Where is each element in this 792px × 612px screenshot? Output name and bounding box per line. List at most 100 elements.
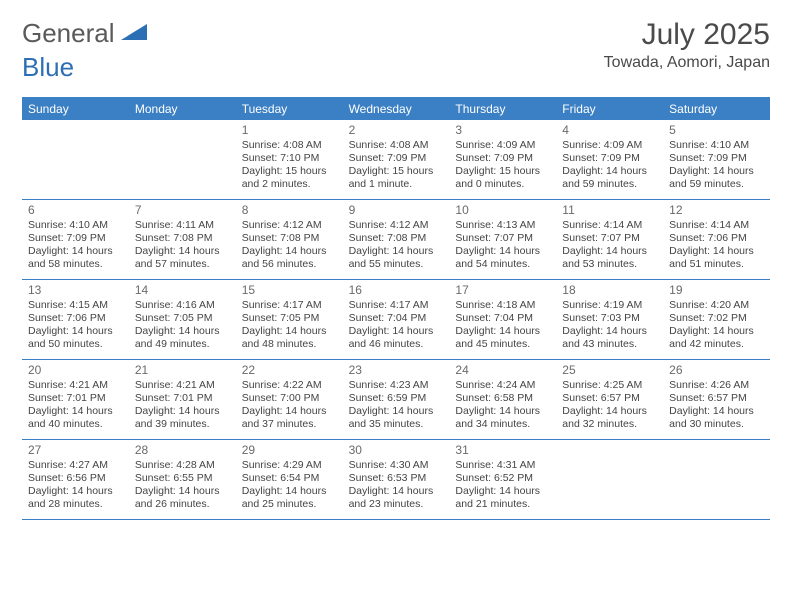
day-cell: 2Sunrise: 4:08 AMSunset: 7:09 PMDaylight… xyxy=(343,120,450,200)
daylight-text: Daylight: 14 hours and 21 minutes. xyxy=(455,485,550,511)
daylight-text: Daylight: 14 hours and 25 minutes. xyxy=(242,485,337,511)
day-number: 31 xyxy=(455,443,550,458)
sunrise-text: Sunrise: 4:25 AM xyxy=(562,379,657,392)
daylight-text: Daylight: 14 hours and 46 minutes. xyxy=(349,325,444,351)
day-number: 10 xyxy=(455,203,550,218)
day-cell: 19Sunrise: 4:20 AMSunset: 7:02 PMDayligh… xyxy=(663,280,770,360)
sunset-text: Sunset: 7:09 PM xyxy=(455,152,550,165)
sunrise-text: Sunrise: 4:31 AM xyxy=(455,459,550,472)
sunset-text: Sunset: 7:08 PM xyxy=(135,232,230,245)
sunrise-text: Sunrise: 4:24 AM xyxy=(455,379,550,392)
sunrise-text: Sunrise: 4:08 AM xyxy=(242,139,337,152)
sunrise-text: Sunrise: 4:13 AM xyxy=(455,219,550,232)
sunrise-text: Sunrise: 4:09 AM xyxy=(562,139,657,152)
day-number: 1 xyxy=(242,123,337,138)
day-number: 19 xyxy=(669,283,764,298)
daylight-text: Daylight: 14 hours and 32 minutes. xyxy=(562,405,657,431)
sunset-text: Sunset: 7:09 PM xyxy=(28,232,123,245)
day-number: 15 xyxy=(242,283,337,298)
sunset-text: Sunset: 7:03 PM xyxy=(562,312,657,325)
sunrise-text: Sunrise: 4:10 AM xyxy=(669,139,764,152)
day-cell: 31Sunrise: 4:31 AMSunset: 6:52 PMDayligh… xyxy=(449,440,556,520)
daylight-text: Daylight: 15 hours and 0 minutes. xyxy=(455,165,550,191)
daylight-text: Daylight: 14 hours and 40 minutes. xyxy=(28,405,123,431)
day-number: 25 xyxy=(562,363,657,378)
day-number: 30 xyxy=(349,443,444,458)
month-title: July 2025 xyxy=(604,18,770,52)
daylight-text: Daylight: 14 hours and 42 minutes. xyxy=(669,325,764,351)
day-number: 14 xyxy=(135,283,230,298)
day-number: 8 xyxy=(242,203,337,218)
day-cell: 15Sunrise: 4:17 AMSunset: 7:05 PMDayligh… xyxy=(236,280,343,360)
sunrise-text: Sunrise: 4:21 AM xyxy=(28,379,123,392)
sunrise-text: Sunrise: 4:17 AM xyxy=(349,299,444,312)
sunset-text: Sunset: 6:57 PM xyxy=(562,392,657,405)
daylight-text: Daylight: 14 hours and 39 minutes. xyxy=(135,405,230,431)
sunset-text: Sunset: 7:06 PM xyxy=(669,232,764,245)
day-number: 18 xyxy=(562,283,657,298)
day-number: 2 xyxy=(349,123,444,138)
sunrise-text: Sunrise: 4:12 AM xyxy=(349,219,444,232)
weekday-header: Saturday xyxy=(663,98,770,120)
day-number: 12 xyxy=(669,203,764,218)
day-cell: 16Sunrise: 4:17 AMSunset: 7:04 PMDayligh… xyxy=(343,280,450,360)
day-cell: 9Sunrise: 4:12 AMSunset: 7:08 PMDaylight… xyxy=(343,200,450,280)
day-cell: 1Sunrise: 4:08 AMSunset: 7:10 PMDaylight… xyxy=(236,120,343,200)
daylight-text: Daylight: 14 hours and 23 minutes. xyxy=(349,485,444,511)
sunset-text: Sunset: 6:52 PM xyxy=(455,472,550,485)
day-number: 3 xyxy=(455,123,550,138)
sunrise-text: Sunrise: 4:29 AM xyxy=(242,459,337,472)
daylight-text: Daylight: 14 hours and 43 minutes. xyxy=(562,325,657,351)
day-number: 16 xyxy=(349,283,444,298)
sunset-text: Sunset: 7:09 PM xyxy=(349,152,444,165)
sunset-text: Sunset: 7:01 PM xyxy=(135,392,230,405)
daylight-text: Daylight: 14 hours and 28 minutes. xyxy=(28,485,123,511)
sunset-text: Sunset: 6:59 PM xyxy=(349,392,444,405)
sunset-text: Sunset: 7:10 PM xyxy=(242,152,337,165)
day-number: 13 xyxy=(28,283,123,298)
weekday-header: Friday xyxy=(556,98,663,120)
day-number: 23 xyxy=(349,363,444,378)
sunrise-text: Sunrise: 4:26 AM xyxy=(669,379,764,392)
title-block: July 2025 Towada, Aomori, Japan xyxy=(604,18,770,72)
location: Towada, Aomori, Japan xyxy=(604,54,770,72)
sunset-text: Sunset: 7:07 PM xyxy=(562,232,657,245)
sunrise-text: Sunrise: 4:10 AM xyxy=(28,219,123,232)
sunrise-text: Sunrise: 4:14 AM xyxy=(562,219,657,232)
sunset-text: Sunset: 7:00 PM xyxy=(242,392,337,405)
weekday-header: Sunday xyxy=(22,98,129,120)
daylight-text: Daylight: 14 hours and 35 minutes. xyxy=(349,405,444,431)
daylight-text: Daylight: 14 hours and 58 minutes. xyxy=(28,245,123,271)
daylight-text: Daylight: 14 hours and 59 minutes. xyxy=(562,165,657,191)
daylight-text: Daylight: 14 hours and 54 minutes. xyxy=(455,245,550,271)
daylight-text: Daylight: 14 hours and 57 minutes. xyxy=(135,245,230,271)
day-number: 27 xyxy=(28,443,123,458)
sunrise-text: Sunrise: 4:14 AM xyxy=(669,219,764,232)
weekday-header: Monday xyxy=(129,98,236,120)
sunset-text: Sunset: 7:09 PM xyxy=(562,152,657,165)
sunrise-text: Sunrise: 4:23 AM xyxy=(349,379,444,392)
day-cell: 29Sunrise: 4:29 AMSunset: 6:54 PMDayligh… xyxy=(236,440,343,520)
sunset-text: Sunset: 6:53 PM xyxy=(349,472,444,485)
day-cell: 13Sunrise: 4:15 AMSunset: 7:06 PMDayligh… xyxy=(22,280,129,360)
day-number: 6 xyxy=(28,203,123,218)
day-cell: 18Sunrise: 4:19 AMSunset: 7:03 PMDayligh… xyxy=(556,280,663,360)
sunset-text: Sunset: 6:56 PM xyxy=(28,472,123,485)
sunrise-text: Sunrise: 4:21 AM xyxy=(135,379,230,392)
daylight-text: Daylight: 14 hours and 48 minutes. xyxy=(242,325,337,351)
day-number: 26 xyxy=(669,363,764,378)
logo-word1: General xyxy=(22,18,115,49)
sunrise-text: Sunrise: 4:08 AM xyxy=(349,139,444,152)
empty-cell xyxy=(22,120,129,200)
daylight-text: Daylight: 14 hours and 56 minutes. xyxy=(242,245,337,271)
weekday-header: Wednesday xyxy=(343,98,450,120)
sunrise-text: Sunrise: 4:17 AM xyxy=(242,299,337,312)
sunset-text: Sunset: 7:04 PM xyxy=(455,312,550,325)
daylight-text: Daylight: 15 hours and 1 minute. xyxy=(349,165,444,191)
daylight-text: Daylight: 14 hours and 51 minutes. xyxy=(669,245,764,271)
sunset-text: Sunset: 7:05 PM xyxy=(135,312,230,325)
day-cell: 17Sunrise: 4:18 AMSunset: 7:04 PMDayligh… xyxy=(449,280,556,360)
day-cell: 28Sunrise: 4:28 AMSunset: 6:55 PMDayligh… xyxy=(129,440,236,520)
daylight-text: Daylight: 14 hours and 45 minutes. xyxy=(455,325,550,351)
day-cell: 21Sunrise: 4:21 AMSunset: 7:01 PMDayligh… xyxy=(129,360,236,440)
